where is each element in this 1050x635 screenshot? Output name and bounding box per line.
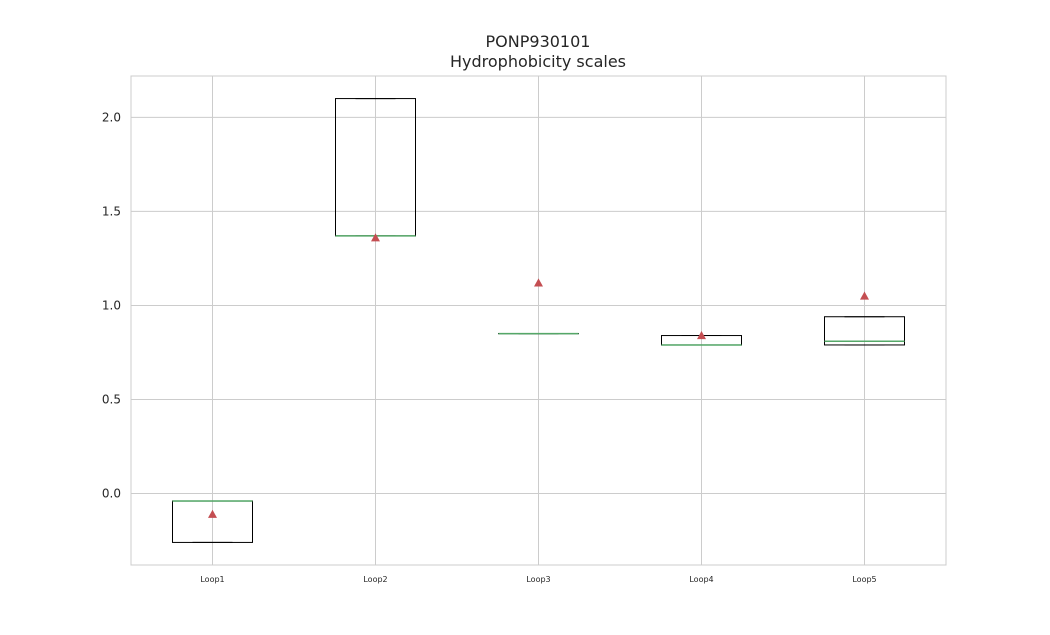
mean-marker (208, 509, 217, 518)
box-loop1 (172, 500, 253, 543)
mean-marker (371, 233, 380, 242)
chart-title: PONP930101 (486, 32, 591, 51)
tick-labels: 0.0 0.5 1.0 1.5 2.0 Loop1 Loop2 Loop3 Loop4 Loop5 (102, 110, 877, 584)
x-tick-label: Loop4 (689, 575, 713, 584)
x-tick-label: Loop1 (200, 575, 224, 584)
chart-subtitle: Hydrophobicity scales (450, 52, 626, 71)
mean-marker (697, 331, 706, 340)
y-tick-label: 1.5 (102, 204, 121, 218)
box-loop5 (824, 291, 905, 346)
box-loop3 (498, 278, 579, 335)
x-tick-label: Loop2 (363, 575, 387, 584)
y-tick-label: 0.0 (102, 487, 121, 501)
box-loop2 (335, 98, 416, 242)
x-tick-label: Loop3 (526, 575, 550, 584)
y-tick-label: 1.0 (102, 298, 121, 312)
plot-frame (130, 75, 947, 566)
box-loop4 (661, 331, 742, 346)
boxes (172, 98, 905, 543)
y-tick-label: 0.5 (102, 392, 121, 406)
x-tick-label: Loop5 (852, 575, 876, 584)
y-tick-label: 2.0 (102, 110, 121, 124)
grid-lines (131, 76, 946, 565)
mean-marker (534, 278, 543, 287)
mean-marker (860, 291, 869, 300)
